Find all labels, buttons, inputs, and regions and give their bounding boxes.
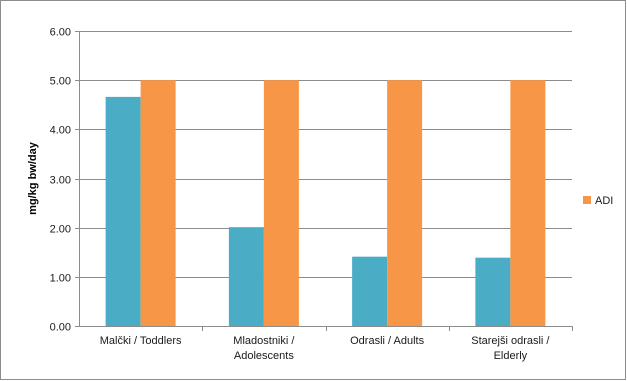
x-category-label-line: Elderly bbox=[494, 350, 528, 362]
bar bbox=[510, 80, 546, 327]
x-category-label-line: Odrasli / Adults bbox=[350, 335, 424, 347]
bar bbox=[475, 257, 511, 326]
x-category-label-line: Malčki / Toddlers bbox=[100, 335, 182, 347]
legend-label: ADI bbox=[595, 195, 613, 207]
y-tick-label: 3.00 bbox=[50, 175, 71, 187]
legend: ADI bbox=[583, 195, 613, 207]
y-tick-label: 6.00 bbox=[50, 27, 71, 39]
bar bbox=[228, 227, 264, 326]
x-category-label: Mladostniki / Adolescents bbox=[233, 335, 295, 362]
y-tick-label: 0.00 bbox=[50, 322, 71, 334]
x-category-label-line: Starejši odrasli / bbox=[471, 335, 550, 347]
bar bbox=[105, 96, 141, 326]
y-tick-label: 1.00 bbox=[50, 273, 71, 285]
y-tick-label: 2.00 bbox=[50, 224, 71, 236]
y-axis-title: mg/kg bw/day bbox=[27, 141, 39, 215]
bars bbox=[105, 80, 546, 327]
x-category-label: Odrasli / Adults bbox=[350, 335, 424, 347]
x-category-label: Starejši odrasli / Elderly bbox=[471, 335, 550, 362]
bar bbox=[140, 80, 176, 327]
x-category-label-line: Mladostniki / bbox=[233, 335, 295, 347]
y-tick-label: 4.00 bbox=[50, 125, 71, 137]
y-axis-ticks: 0.00 1.00 2.00 3.00 4.00 5.00 6.00 bbox=[50, 27, 79, 334]
bar bbox=[387, 80, 423, 327]
bar bbox=[263, 80, 299, 327]
x-category-label: Malčki / Toddlers bbox=[100, 335, 182, 347]
x-axis-labels: Malčki / Toddlers Mladostniki / Adolescent… bbox=[100, 335, 551, 362]
y-tick-label: 5.00 bbox=[50, 76, 71, 88]
bar bbox=[352, 256, 388, 326]
axes bbox=[79, 31, 573, 331]
legend-swatch bbox=[583, 196, 591, 204]
x-category-label-line: Adolescents bbox=[234, 350, 294, 362]
